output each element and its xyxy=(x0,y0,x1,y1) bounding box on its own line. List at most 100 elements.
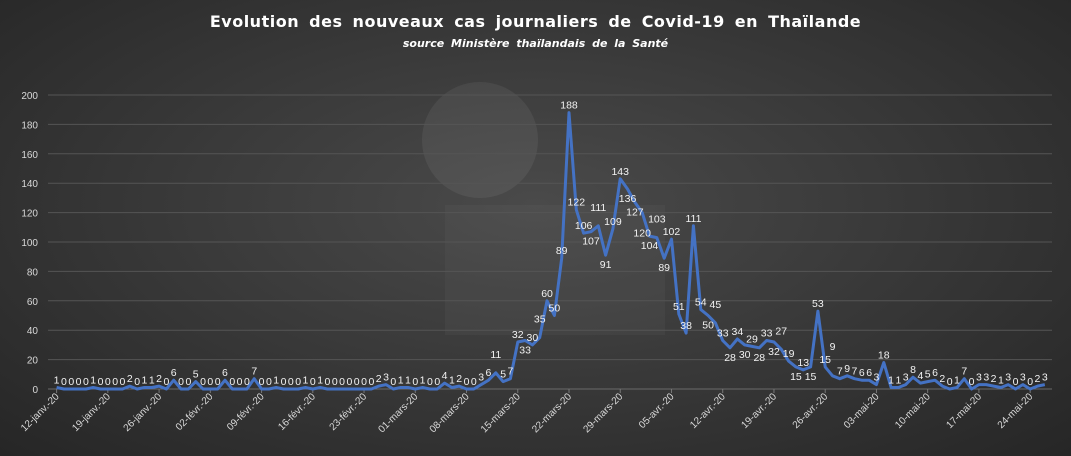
data-label: 188 xyxy=(560,100,578,112)
data-label: 50 xyxy=(549,303,561,315)
data-label: 104 xyxy=(641,240,659,252)
data-label: 0 xyxy=(237,376,243,388)
data-label: 2 xyxy=(1035,373,1041,385)
data-label: 7 xyxy=(961,366,967,378)
data-label: 0 xyxy=(288,376,294,388)
data-label: 3 xyxy=(983,372,989,384)
data-label: 1 xyxy=(895,375,901,387)
data-label: 0 xyxy=(259,376,265,388)
data-label: 120 xyxy=(633,228,651,240)
data-label: 27 xyxy=(775,325,787,337)
data-label: 102 xyxy=(663,226,681,238)
x-tick-label: 12-janv.-20 xyxy=(19,391,62,434)
x-tick-label: 09-févr.-20 xyxy=(225,391,267,433)
data-label: 9 xyxy=(830,341,836,353)
data-label: 0 xyxy=(76,376,82,388)
x-tick-label: 24-mai-20 xyxy=(996,391,1036,431)
x-axis-ticks: 12-janv.-20 19-janv.-20 26-janv.-20 02-févr… xyxy=(19,389,1036,435)
x-tick-label: 19-janv.-20 xyxy=(70,391,113,434)
data-label: 0 xyxy=(98,376,104,388)
data-label: 30 xyxy=(739,349,751,361)
data-label: 0 xyxy=(112,376,118,388)
data-label: 1 xyxy=(398,375,404,387)
x-tick-label: 10-mai-20 xyxy=(893,391,933,431)
data-label: 6 xyxy=(859,367,865,379)
data-label: 89 xyxy=(556,245,568,257)
x-tick-label: 08-mars-20 xyxy=(428,391,472,435)
data-label: 29 xyxy=(746,333,758,345)
y-tick-label: 140 xyxy=(21,179,38,190)
data-label: 111 xyxy=(590,202,606,214)
x-tick-label: 12-avr.-20 xyxy=(688,391,728,431)
data-label: 6 xyxy=(932,367,938,379)
data-label: 33 xyxy=(717,328,729,340)
data-label: 28 xyxy=(753,352,765,364)
data-label: 2 xyxy=(127,373,133,385)
y-tick-label: 0 xyxy=(32,385,38,396)
data-label: 2 xyxy=(939,373,945,385)
data-label: 106 xyxy=(575,220,593,232)
data-label: 7 xyxy=(837,366,843,378)
data-label: 45 xyxy=(710,299,722,311)
data-label: 2 xyxy=(156,373,162,385)
data-label: 5 xyxy=(500,369,506,381)
data-label: 0 xyxy=(244,376,250,388)
x-tick-label: 01-mars-20 xyxy=(376,391,420,435)
data-label: 32 xyxy=(768,346,780,358)
data-label: 0 xyxy=(68,376,74,388)
chart-title: Evolution des nouveaux cas journaliers d… xyxy=(209,12,862,31)
data-label: 1 xyxy=(54,375,60,387)
watermark-logo xyxy=(422,82,538,198)
gridlines xyxy=(48,94,1052,390)
data-label: 0 xyxy=(134,376,140,388)
data-label: 6 xyxy=(171,367,177,379)
data-label: 0 xyxy=(295,376,301,388)
data-label: 32 xyxy=(512,329,524,341)
data-label: 0 xyxy=(266,376,272,388)
data-label: 1 xyxy=(90,375,96,387)
data-label: 136 xyxy=(619,193,637,205)
data-label: 0 xyxy=(390,376,396,388)
data-label: 8 xyxy=(910,364,916,376)
data-label: 4 xyxy=(442,370,448,382)
data-label: 107 xyxy=(582,236,600,248)
data-label: 9 xyxy=(844,363,850,375)
x-tick-label: 05-avr.-20 xyxy=(637,391,677,431)
series-line xyxy=(56,111,1046,391)
data-label: 1 xyxy=(149,375,155,387)
data-label: 7 xyxy=(508,366,514,378)
data-label: 0 xyxy=(427,376,433,388)
x-tick-label: 26-janv.-20 xyxy=(122,391,165,434)
data-label: 0 xyxy=(83,376,89,388)
x-tick-label: 19-avr.-20 xyxy=(739,391,779,431)
data-label: 3 xyxy=(1042,372,1048,384)
data-label: 3 xyxy=(1005,372,1011,384)
x-tick-label: 02-févr.-20 xyxy=(174,391,216,433)
x-tick-label: 29-mars-20 xyxy=(581,391,625,435)
data-label: 0 xyxy=(332,376,338,388)
data-label: 15 xyxy=(805,371,817,383)
data-label: 0 xyxy=(434,376,440,388)
y-tick-label: 20 xyxy=(27,356,39,367)
x-tick-label: 22-mars-20 xyxy=(530,391,574,435)
data-label: 11 xyxy=(490,349,501,361)
data-label: 91 xyxy=(600,259,612,271)
data-label: 0 xyxy=(1013,376,1019,388)
data-label: 0 xyxy=(185,376,191,388)
data-label: 143 xyxy=(611,166,629,178)
data-label: 38 xyxy=(680,320,692,332)
data-label: 103 xyxy=(648,214,666,226)
data-label: 3 xyxy=(478,372,484,384)
data-label: 0 xyxy=(368,376,374,388)
data-label: 0 xyxy=(1027,376,1033,388)
data-label: 6 xyxy=(866,367,872,379)
data-label: 34 xyxy=(732,326,744,338)
data-label: 0 xyxy=(281,376,287,388)
data-label: 0 xyxy=(325,376,331,388)
x-tick-label: 03-mai-20 xyxy=(842,391,882,431)
data-label: 15 xyxy=(819,354,831,366)
y-tick-label: 160 xyxy=(21,150,38,161)
data-label: 0 xyxy=(178,376,184,388)
data-label: 6 xyxy=(486,367,492,379)
